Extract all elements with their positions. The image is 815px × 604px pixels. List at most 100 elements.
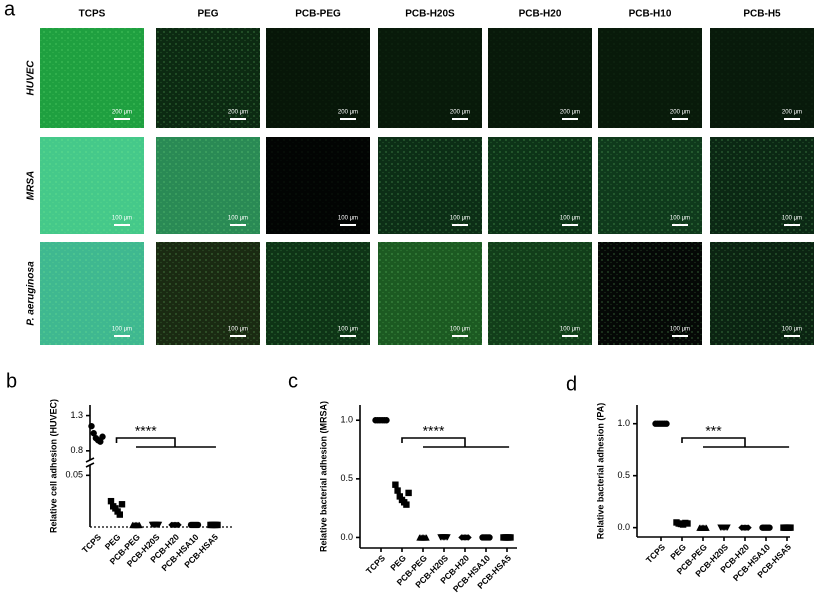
data-point [194, 521, 202, 529]
column-header: PCB-H20 [519, 9, 562, 20]
data-point [97, 438, 104, 445]
data-point [703, 524, 710, 531]
scale-bar-label: 200 μm [670, 110, 690, 116]
micrograph-texture [156, 242, 260, 345]
data-point [136, 521, 143, 529]
column-header: PCB-H10 [629, 9, 672, 20]
micrograph-texture [156, 28, 260, 128]
column-header: PCB-H5 [743, 9, 781, 20]
micrograph-texture [710, 242, 814, 345]
micrograph-texture [598, 28, 702, 128]
scale-bar-label: 100 μm [782, 216, 802, 222]
scale-bar-label: 100 μm [670, 216, 690, 222]
micrograph-texture [378, 137, 482, 234]
scale-bar-label: 100 μm [560, 327, 580, 333]
micrograph-texture [266, 28, 370, 128]
scale-bar [114, 224, 130, 226]
data-point [745, 524, 752, 531]
micrograph-texture [710, 28, 814, 128]
micrograph-texture [598, 137, 702, 234]
row-label: MRSA [26, 171, 37, 200]
micrograph-texture [378, 242, 482, 345]
column-header: PCB-H20S [405, 9, 455, 20]
scale-bar [452, 335, 468, 337]
micrograph-texture [488, 137, 592, 234]
micrograph-texture [266, 242, 370, 345]
y-tick-label: 1.0 [617, 418, 630, 428]
data-point [214, 521, 221, 529]
data-point [423, 534, 430, 541]
data-point [663, 420, 670, 427]
column-header: TCPS [79, 9, 106, 20]
axis-break [85, 462, 95, 468]
panel-label: b [6, 370, 17, 392]
data-point [403, 501, 410, 508]
panel-label: d [566, 373, 577, 395]
micrograph-texture [40, 242, 144, 345]
scale-bar-label: 100 μm [228, 216, 248, 222]
scale-bar [114, 335, 130, 337]
scale-bar [784, 118, 800, 120]
y-tick-label: 0.05 [65, 470, 83, 480]
scale-bar-label: 100 μm [112, 327, 132, 333]
y-tick-label: 0.0 [617, 522, 630, 532]
data-point [684, 520, 691, 527]
data-point [486, 534, 493, 541]
scale-bar [230, 335, 246, 337]
scale-bar [672, 335, 688, 337]
data-point [444, 534, 451, 541]
row-label: P. aeruginosa [26, 261, 37, 326]
y-tick-label: 0.8 [70, 445, 83, 455]
data-point [155, 521, 163, 529]
scale-bar [452, 118, 468, 120]
scale-bar [784, 335, 800, 337]
significance-label: **** [423, 423, 445, 439]
data-point [507, 534, 514, 541]
data-point [383, 417, 390, 424]
y-axis-label: Relative cell adhesion (HUVEC) [48, 399, 58, 533]
scale-bar-label: 200 μm [560, 110, 580, 116]
y-tick-label: 0.5 [617, 470, 630, 480]
data-point [405, 489, 412, 497]
data-point [116, 511, 123, 518]
x-tick-label: TCPS [644, 542, 667, 565]
scale-bar [230, 224, 246, 226]
data-point [90, 430, 97, 437]
data-point [107, 497, 115, 505]
micrograph-texture [40, 28, 144, 128]
scale-bar-label: 100 μm [228, 327, 248, 333]
scale-bar-label: 100 μm [338, 216, 358, 222]
scale-bar [672, 118, 688, 120]
scale-bar-label: 100 μm [670, 327, 690, 333]
y-axis-label: Relative bacterial adhesion (MRSA) [318, 401, 328, 552]
scale-bar [340, 224, 356, 226]
scale-bar-label: 200 μm [338, 110, 358, 116]
panel-label: a [4, 0, 16, 20]
row-label: HUVEC [26, 60, 37, 96]
data-point [394, 487, 401, 494]
micrograph-texture [710, 137, 814, 234]
significance-bracket [681, 437, 790, 448]
scale-bar [340, 118, 356, 120]
scale-bar [784, 224, 800, 226]
micrograph-texture [598, 242, 702, 345]
data-point [392, 481, 399, 488]
scale-bar [562, 335, 578, 337]
scale-bar-label: 100 μm [112, 216, 132, 222]
scale-bar-label: 100 μm [560, 216, 580, 222]
scale-bar-label: 200 μm [782, 110, 802, 116]
y-tick-label: 0.0 [340, 532, 353, 542]
axis-break [85, 457, 95, 463]
significance-label: **** [135, 423, 157, 439]
scale-bar [562, 118, 578, 120]
micrograph-texture [488, 242, 592, 345]
column-header: PEG [197, 9, 218, 20]
data-point [787, 524, 794, 531]
micrograph-texture [40, 137, 144, 234]
scale-bar-label: 200 μm [112, 110, 132, 116]
scale-bar [672, 224, 688, 226]
scale-bar-label: 100 μm [782, 327, 802, 333]
data-point [465, 534, 472, 541]
significance-bracket [115, 437, 216, 448]
